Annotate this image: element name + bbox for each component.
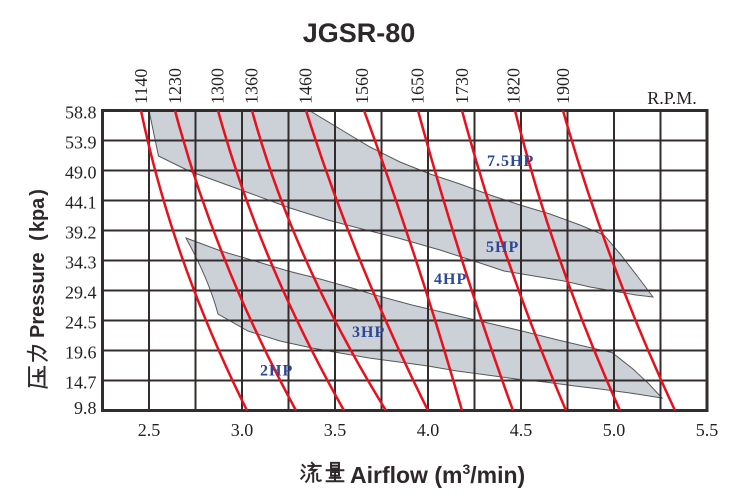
svg-text:2.5: 2.5 xyxy=(138,420,161,440)
svg-text:14.7: 14.7 xyxy=(65,373,97,393)
svg-text:53.9: 53.9 xyxy=(65,133,97,153)
svg-text:1360: 1360 xyxy=(241,68,261,104)
svg-text:34.3: 34.3 xyxy=(65,253,97,273)
svg-text:Pressure (kpa): Pressure (kpa) xyxy=(27,189,49,338)
svg-text:3.5: 3.5 xyxy=(324,420,347,440)
svg-text:JGSR-80: JGSR-80 xyxy=(303,18,416,48)
svg-text:58.8: 58.8 xyxy=(65,103,97,123)
svg-text:4.5: 4.5 xyxy=(510,420,533,440)
svg-text:5.0: 5.0 xyxy=(603,420,626,440)
svg-text:3HP: 3HP xyxy=(352,324,385,341)
svg-text:1820: 1820 xyxy=(503,68,523,104)
svg-text:44.1: 44.1 xyxy=(65,193,97,213)
svg-text:4.0: 4.0 xyxy=(417,420,440,440)
svg-text:49.0: 49.0 xyxy=(65,163,97,183)
svg-text:1900: 1900 xyxy=(553,68,573,104)
svg-text:29.4: 29.4 xyxy=(65,283,97,303)
svg-text:1230: 1230 xyxy=(165,68,185,104)
svg-text:1460: 1460 xyxy=(295,68,315,104)
svg-text:1560: 1560 xyxy=(352,68,372,104)
svg-text:2HP: 2HP xyxy=(260,363,293,380)
svg-text:1650: 1650 xyxy=(407,68,427,104)
svg-text:9.8: 9.8 xyxy=(74,398,97,418)
svg-text:5HP: 5HP xyxy=(486,239,519,256)
svg-text:19.6: 19.6 xyxy=(65,343,97,363)
svg-text:24.5: 24.5 xyxy=(65,313,97,333)
svg-text:5.5: 5.5 xyxy=(696,420,719,440)
svg-text:7.5HP: 7.5HP xyxy=(487,153,534,170)
svg-text:1300: 1300 xyxy=(207,68,227,104)
svg-text:4HP: 4HP xyxy=(434,271,467,288)
svg-text:R.P.M.: R.P.M. xyxy=(647,88,697,108)
svg-text:3.0: 3.0 xyxy=(231,420,254,440)
svg-text:39.2: 39.2 xyxy=(65,223,97,243)
svg-text:1730: 1730 xyxy=(452,68,472,104)
svg-text:Airflow (m3/min): Airflow (m3/min) xyxy=(350,461,525,488)
svg-text:1140: 1140 xyxy=(131,69,151,104)
